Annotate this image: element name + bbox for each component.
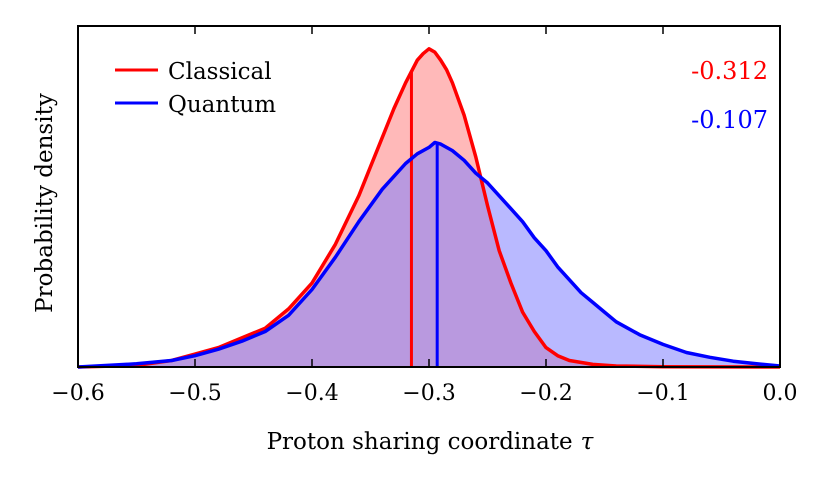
x-tick-label: −0.6 [51, 381, 104, 406]
x-tick-label: −0.5 [168, 381, 221, 406]
legend-label-classical: Classical [168, 59, 272, 85]
y-axis-label: Probability density [32, 93, 58, 313]
x-tick-label: −0.1 [636, 381, 689, 406]
x-tick-label: −0.4 [285, 381, 338, 406]
x-tick-label: 0.0 [763, 381, 798, 406]
curve-quantum [77, 140, 781, 369]
x-axis-label-symbol: τ [581, 429, 595, 455]
curve-classical [77, 47, 781, 369]
x-axis-label-text: Proton sharing coordinate [267, 429, 573, 455]
axes: −0.6 −0.5 −0.4 −0.3 −0.2 −0.1 0.0 [51, 25, 798, 406]
legend: Classical Quantum [115, 59, 276, 118]
area-quantum [78, 142, 780, 367]
annotation-quantum-mean: -0.107 [691, 106, 768, 134]
x-tick-label: −0.3 [402, 381, 455, 406]
x-tick-label: −0.2 [519, 381, 572, 406]
x-axis-label: Proton sharing coordinate τ [267, 429, 595, 455]
plot-area [77, 47, 781, 369]
annotation-classical-mean: -0.312 [691, 57, 768, 85]
legend-label-quantum: Quantum [168, 92, 276, 118]
